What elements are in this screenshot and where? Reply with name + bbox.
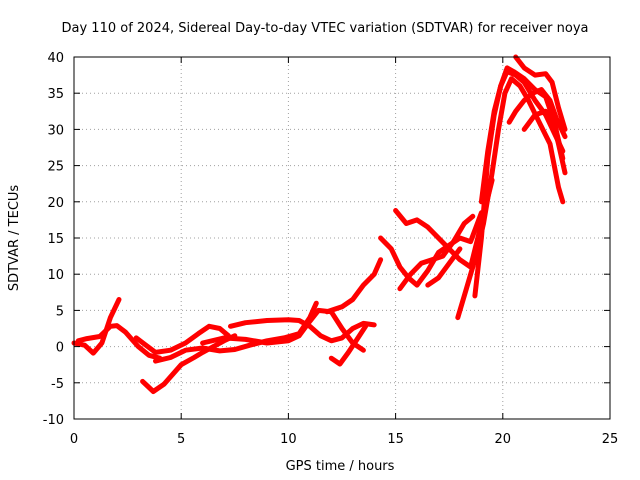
x-tick-labels: 0 5 10 15 20 25 — [70, 432, 618, 447]
x-tick-label: 5 — [177, 432, 185, 447]
x-axis-title: GPS time / hours — [286, 459, 395, 474]
y-tick-label: 0 — [56, 341, 64, 356]
series-line-track-2 — [75, 323, 163, 361]
y-tick-label: -10 — [43, 413, 64, 428]
y-tick-label: 15 — [47, 232, 64, 247]
tick-marks — [73, 56, 611, 420]
y-tick-label: 25 — [47, 160, 64, 175]
x-tick-label: 25 — [602, 432, 619, 447]
series-line-track-4 — [140, 333, 238, 394]
x-tick-label: 15 — [387, 432, 404, 447]
y-tick-label: 40 — [47, 51, 64, 66]
series-line-track-1 — [71, 297, 122, 356]
x-tick-label: 0 — [70, 432, 78, 447]
series-group — [71, 54, 568, 394]
x-tick-label: 20 — [495, 432, 512, 447]
x-tick-label: 10 — [280, 432, 297, 447]
series-line-track-7 — [228, 317, 377, 344]
series-line-track-13 — [425, 246, 463, 288]
y-tick-label: 10 — [47, 268, 64, 283]
series-line-track-5 — [153, 300, 319, 364]
y-axis-title: SDTVAR / TECUs — [7, 185, 22, 292]
series-line-track-17 — [506, 87, 568, 140]
y-tick-label: 35 — [47, 87, 64, 102]
y-tick-label: -5 — [51, 377, 64, 392]
y-tick-label: 5 — [56, 304, 64, 319]
series-line-track-8 — [328, 323, 369, 367]
y-tick-labels: -10 -5 0 5 10 15 20 25 30 35 40 — [43, 51, 64, 428]
series-line-track-18 — [513, 54, 568, 132]
series-line-track-19 — [521, 108, 568, 176]
series-line-track-14 — [455, 76, 566, 321]
chart-title: Day 110 of 2024, Sidereal Day-to-day VTE… — [62, 21, 589, 36]
y-tick-label: 20 — [47, 196, 64, 211]
series-line-track-16 — [478, 65, 566, 205]
series-line-track-10 — [378, 210, 484, 288]
series-line-track-6 — [200, 307, 366, 353]
series-line-track-12 — [397, 213, 476, 292]
y-tick-label: 30 — [47, 123, 64, 138]
series-line-track-3 — [133, 323, 231, 355]
series-line-track-9 — [324, 257, 384, 315]
